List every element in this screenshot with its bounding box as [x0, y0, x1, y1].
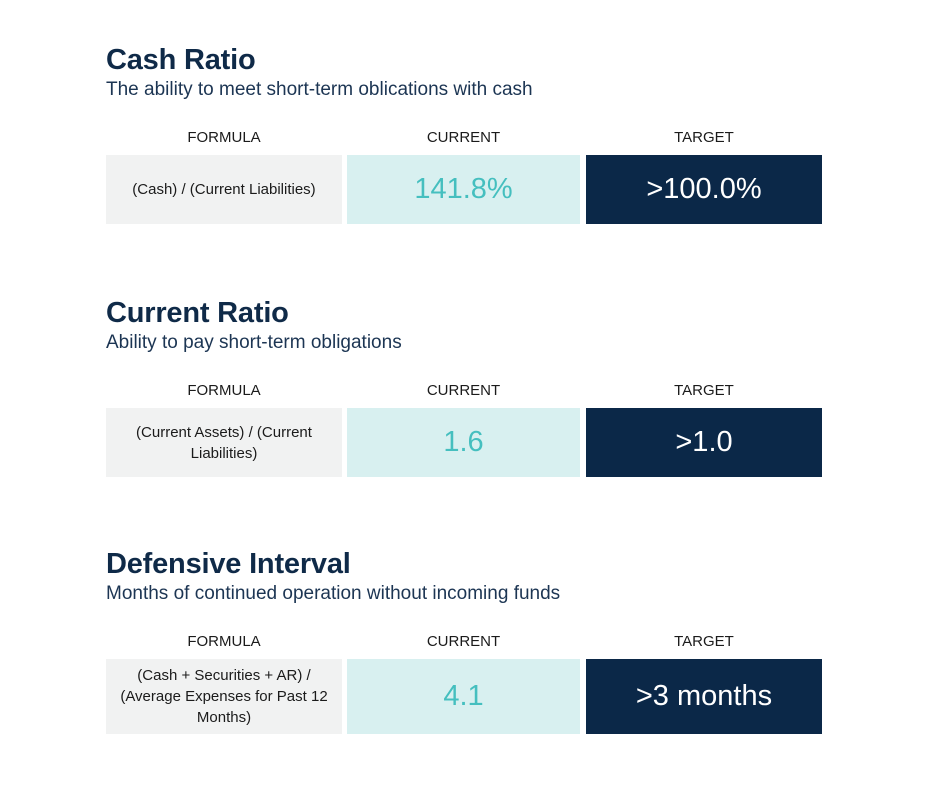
formula-header: FORMULA	[187, 382, 261, 399]
target-header: TARGET	[674, 129, 734, 146]
column-headers: FORMULA CURRENT TARGET	[106, 381, 822, 401]
current-value-cell: 1.6	[347, 408, 580, 477]
target-value-cell: >3 months	[586, 659, 822, 734]
section-title: Current Ratio	[106, 297, 289, 329]
section-title: Cash Ratio	[106, 44, 256, 76]
current-ratio-section: Current Ratio Ability to pay short-term …	[106, 296, 822, 477]
current-value-cell: 4.1	[347, 659, 580, 734]
metric-row: (Cash + Securities + AR) / (Average Expe…	[106, 659, 822, 734]
target-header: TARGET	[674, 633, 734, 650]
section-subtitle: Ability to pay short-term obligations	[106, 332, 402, 353]
target-value-cell: >1.0	[586, 408, 822, 477]
metric-row: (Current Assets) / (Current Liabilities)…	[106, 408, 822, 477]
formula-cell: (Cash + Securities + AR) / (Average Expe…	[106, 659, 342, 734]
section-subtitle: Months of continued operation without in…	[106, 583, 561, 604]
section-subtitle: The ability to meet short-term oblicatio…	[106, 79, 533, 100]
cash-ratio-section: Cash Ratio The ability to meet short-ter…	[106, 43, 822, 224]
target-value-cell: >100.0%	[586, 155, 822, 224]
target-header: TARGET	[674, 382, 734, 399]
formula-header: FORMULA	[187, 129, 261, 146]
formula-cell: (Current Assets) / (Current Liabilities)	[106, 408, 342, 477]
current-header: CURRENT	[426, 633, 501, 650]
column-headers: FORMULA CURRENT TARGET	[106, 128, 822, 148]
column-headers: FORMULA CURRENT TARGET	[106, 632, 822, 652]
current-header: CURRENT	[426, 382, 501, 399]
formula-header: FORMULA	[187, 633, 261, 650]
defensive-interval-section: Defensive Interval Months of continued o…	[106, 547, 822, 734]
current-value-cell: 141.8%	[347, 155, 580, 224]
section-title: Defensive Interval	[106, 548, 351, 580]
metric-row: (Cash) / (Current Liabilities) 141.8% >1…	[106, 155, 822, 224]
formula-cell: (Cash) / (Current Liabilities)	[106, 155, 342, 224]
current-header: CURRENT	[426, 129, 501, 146]
